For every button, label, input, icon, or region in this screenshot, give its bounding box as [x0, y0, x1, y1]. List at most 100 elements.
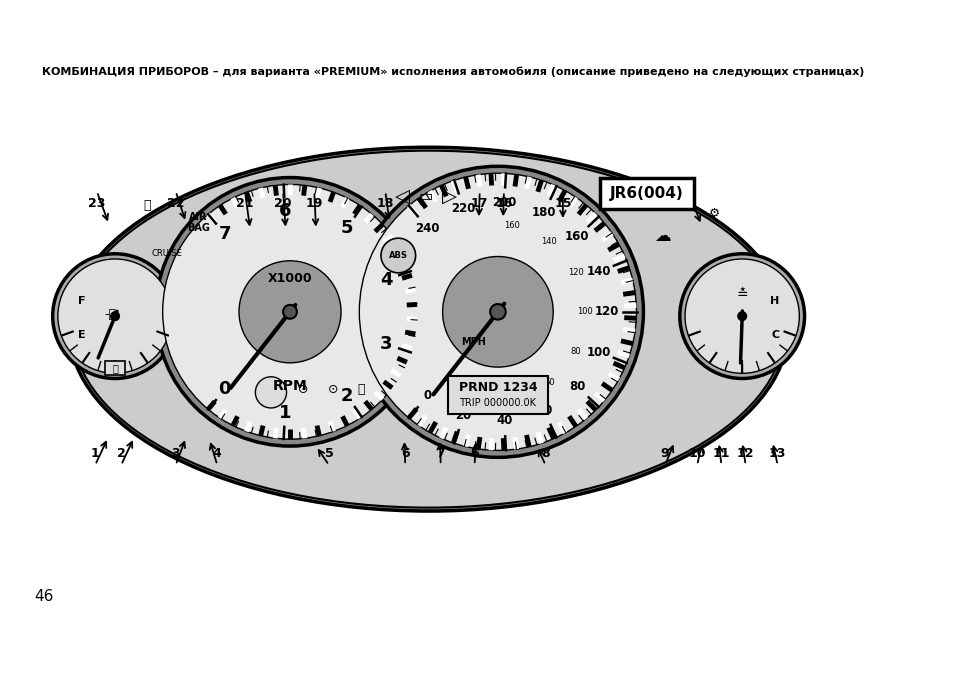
Text: 21: 21: [236, 197, 253, 209]
Text: 16: 16: [495, 197, 512, 209]
Circle shape: [380, 238, 416, 273]
Circle shape: [737, 312, 746, 320]
Ellipse shape: [69, 147, 787, 511]
Text: 14: 14: [679, 197, 697, 209]
Text: 1: 1: [91, 447, 99, 460]
Text: ▷: ▷: [441, 187, 456, 206]
Circle shape: [239, 261, 340, 363]
Text: 160: 160: [503, 221, 519, 230]
Text: H: H: [770, 295, 779, 306]
Text: 11: 11: [712, 447, 729, 460]
Text: 4: 4: [379, 271, 392, 289]
Text: 13: 13: [768, 447, 785, 460]
Text: 46: 46: [34, 589, 53, 604]
Circle shape: [352, 166, 642, 458]
Text: 6: 6: [400, 447, 409, 460]
Text: ≛: ≛: [736, 287, 747, 302]
Text: ◁: ◁: [395, 187, 410, 206]
Text: CRUISE: CRUISE: [152, 249, 182, 258]
Text: km/h: km/h: [489, 394, 519, 404]
Text: 20: 20: [455, 409, 471, 422]
Text: КОМБИНАЦИЯ ПРИБОРОВ – для варианта «PREMIUM» исполнения автомобиля (описание при: КОМБИНАЦИЯ ПРИБОРОВ – для варианта «PREM…: [42, 67, 863, 77]
Circle shape: [442, 256, 553, 367]
Text: 200: 200: [492, 197, 516, 209]
Text: 22: 22: [167, 197, 184, 209]
Text: PRND 1234: PRND 1234: [458, 382, 537, 394]
Text: 6: 6: [278, 202, 291, 219]
Text: 7: 7: [436, 447, 445, 460]
Circle shape: [359, 173, 636, 450]
Text: -⛽: -⛽: [105, 308, 116, 321]
Text: AIR
BAG: AIR BAG: [187, 212, 210, 234]
Circle shape: [155, 178, 424, 446]
Circle shape: [490, 304, 505, 320]
Text: ◎: ◎: [682, 197, 693, 210]
Text: ⛽: ⛽: [112, 363, 118, 373]
Text: F: F: [78, 295, 86, 306]
Circle shape: [283, 305, 296, 319]
Text: 18: 18: [376, 197, 394, 209]
Text: ABS: ABS: [389, 251, 407, 260]
Text: ▭: ▭: [418, 189, 433, 204]
Text: 12: 12: [736, 447, 754, 460]
Text: 60: 60: [536, 404, 552, 417]
Text: 80: 80: [570, 347, 580, 356]
Text: 5: 5: [340, 219, 353, 237]
Text: 🚗: 🚗: [143, 199, 151, 212]
Circle shape: [255, 377, 286, 408]
Text: ⊙: ⊙: [297, 383, 308, 396]
Bar: [105, 361, 125, 375]
Circle shape: [58, 259, 172, 374]
Text: 120: 120: [595, 306, 618, 318]
Text: 220: 220: [451, 202, 476, 215]
Bar: [599, 178, 693, 209]
Text: 240: 240: [416, 221, 439, 235]
Circle shape: [52, 254, 177, 378]
Ellipse shape: [72, 151, 783, 507]
Text: 20: 20: [465, 390, 476, 399]
Circle shape: [111, 312, 119, 320]
Text: 20: 20: [274, 197, 292, 209]
Text: JR6(004): JR6(004): [609, 186, 683, 201]
Text: 140: 140: [540, 237, 557, 246]
Text: E: E: [78, 330, 86, 340]
Text: X1000: X1000: [268, 273, 312, 285]
Text: 17: 17: [471, 197, 488, 209]
Text: ⚙: ⚙: [708, 207, 720, 221]
Text: 4: 4: [213, 447, 221, 460]
Text: 3: 3: [172, 447, 180, 460]
Text: 7: 7: [218, 225, 231, 243]
Text: ▭: ▭: [654, 197, 666, 210]
Text: 60: 60: [543, 378, 554, 387]
Circle shape: [684, 259, 799, 374]
Text: 5: 5: [324, 447, 333, 460]
Text: C: C: [770, 330, 779, 340]
Text: ☁: ☁: [654, 227, 670, 246]
Text: 19: 19: [305, 197, 323, 209]
Text: 3: 3: [379, 335, 392, 353]
Text: 180: 180: [531, 207, 556, 219]
Text: 0: 0: [218, 380, 231, 398]
Text: 9: 9: [660, 447, 669, 460]
Text: 🛢: 🛢: [357, 383, 364, 396]
Text: 40: 40: [506, 394, 517, 402]
Text: 23: 23: [88, 197, 106, 209]
Text: ⊙: ⊙: [328, 383, 338, 396]
Text: 2: 2: [340, 386, 353, 404]
Text: 6: 6: [470, 447, 478, 460]
Text: 0: 0: [423, 389, 432, 402]
Text: 100: 100: [577, 308, 593, 316]
Text: 40: 40: [496, 415, 512, 427]
Text: 120: 120: [567, 268, 583, 277]
Bar: [447, 376, 548, 414]
Text: MPH: MPH: [460, 337, 486, 347]
Text: RPM: RPM: [273, 379, 307, 392]
Text: 1: 1: [278, 404, 291, 422]
Text: 15: 15: [554, 197, 571, 209]
Text: 2: 2: [116, 447, 126, 460]
Text: 8: 8: [540, 447, 549, 460]
Text: 80: 80: [569, 380, 585, 393]
Text: 100: 100: [586, 346, 611, 359]
Circle shape: [679, 254, 803, 378]
Circle shape: [163, 184, 416, 439]
